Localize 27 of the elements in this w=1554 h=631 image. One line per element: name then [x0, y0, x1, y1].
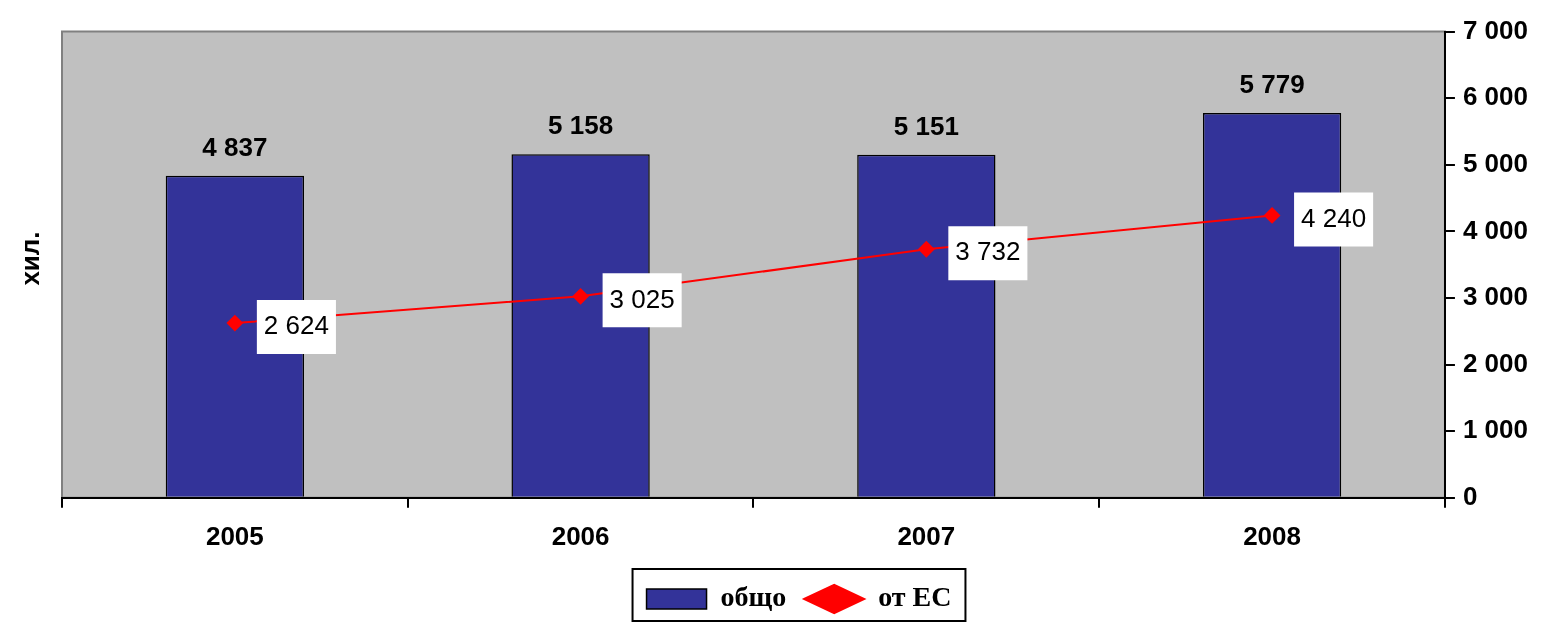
y-tick-label: 7 000 — [1462, 14, 1529, 45]
data-label: 5 779 — [1239, 69, 1305, 100]
point — [226, 315, 243, 332]
point — [572, 288, 589, 305]
legend-label: общо — [720, 581, 787, 613]
legend-label: от ЕС — [878, 581, 952, 613]
y-tick-label: 3 000 — [1462, 281, 1529, 312]
data-label: 4 837 — [202, 131, 268, 162]
data-label: 5 158 — [548, 110, 614, 141]
y-tick-label: 6 000 — [1462, 81, 1529, 112]
x-tick-label: 2007 — [897, 520, 956, 551]
y-tick-label: 4 000 — [1462, 214, 1529, 245]
data-label: 3 732 — [955, 236, 1021, 267]
y-tick-label: 1 000 — [1462, 414, 1529, 445]
point — [1264, 207, 1281, 224]
point — [918, 241, 935, 258]
data-label: 5 151 — [893, 110, 959, 141]
y-tick-label: 2 000 — [1462, 347, 1529, 378]
y-axis-title: хил. — [14, 230, 46, 286]
data-label: 4 240 — [1301, 202, 1367, 233]
y-tick-label: 0 — [1462, 480, 1478, 511]
x-tick-label: 2008 — [1243, 520, 1301, 551]
x-tick-label: 2005 — [205, 520, 264, 551]
x-tick-label: 2006 — [551, 520, 610, 551]
y-tick-label: 5 000 — [1462, 147, 1529, 178]
data-label: 3 025 — [609, 283, 675, 314]
data-label: 2 624 — [263, 310, 329, 341]
